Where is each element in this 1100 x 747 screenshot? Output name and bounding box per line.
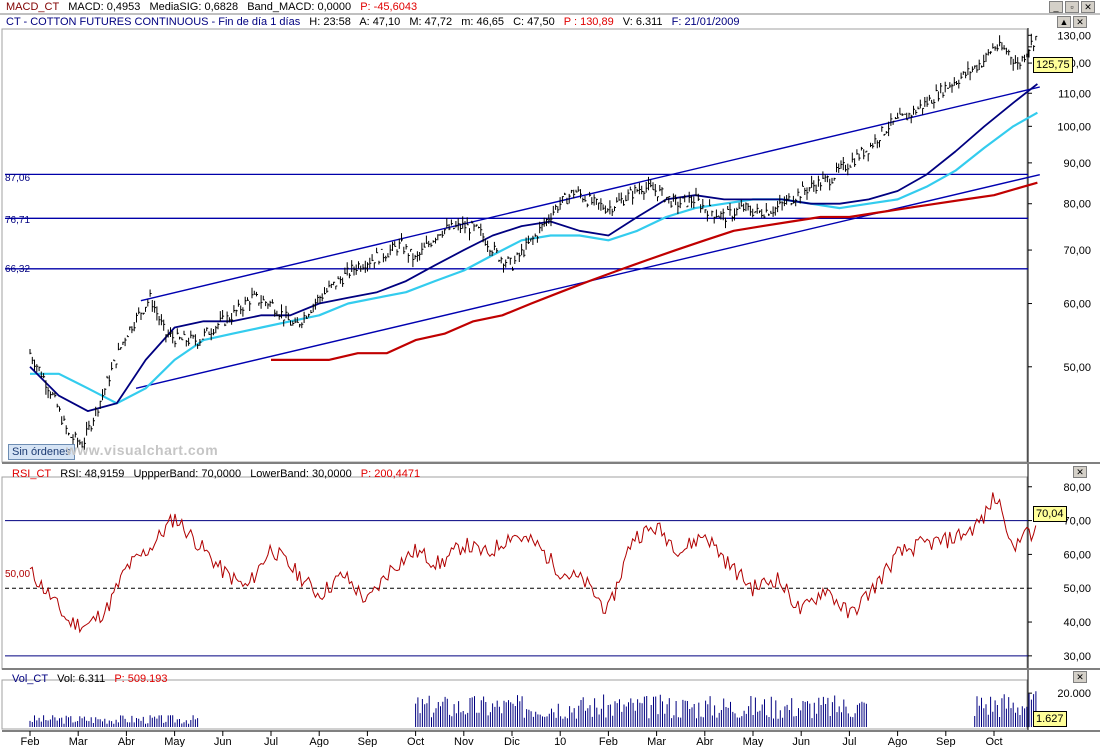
macd-header: MACD_CT MACD: 0,4953 MediaSIG: 0,6828 Ba… [6, 0, 423, 14]
price-p: P : 130,89 [563, 16, 614, 28]
watermark: www.visualchart.com [66, 442, 219, 458]
price-f: F: 21/01/2009 [671, 16, 740, 28]
x-tick-label-8: Oct [407, 736, 424, 747]
macd-window-controls: _ ▫ ✕ [1049, 1, 1095, 13]
rsi-header: RSI_CT RSI: 48,9159 UppperBand: 70,0000 … [12, 467, 426, 481]
vol-p: P: 509.193 [114, 673, 168, 685]
volume-bars [29, 691, 1037, 727]
level-label-2: 76,71 [5, 215, 31, 226]
rsi-y-label-4: 40,00 [1063, 617, 1091, 629]
price-min: m: 46,65 [461, 16, 505, 28]
rsi-value: RSI: 48,9159 [60, 468, 125, 480]
price-y-label-0: 130,00 [1057, 30, 1091, 42]
x-tick-label-2: Abr [118, 736, 135, 747]
price-bars [29, 33, 1038, 450]
x-tick-label-0: Feb [21, 736, 40, 747]
ma-red-line [271, 181, 1038, 361]
restore-button[interactable]: ▫ [1065, 1, 1079, 13]
vol-name: Vol_CT [12, 673, 49, 685]
rsi-y-label-1: 70,00 [1063, 516, 1091, 528]
rsi-p: P: 200,4471 [360, 468, 421, 480]
x-tick-label-6: Ago [309, 736, 329, 747]
price-maximize-button[interactable]: ▲ [1057, 16, 1071, 28]
price-window-controls: ▲ ✕ [1057, 16, 1087, 28]
x-tick-label-16: Jun [792, 736, 810, 747]
macd-name: MACD_CT [6, 1, 60, 13]
rsi-mid-label: 50,00 [5, 569, 31, 580]
channel-upper-line [140, 86, 1040, 302]
price-m: M: 47,72 [409, 16, 453, 28]
x-tick-label-10: Dic [504, 736, 520, 747]
x-tick-label-3: May [164, 736, 185, 747]
price-h: H: 23:58 [309, 16, 351, 28]
price-y-label-5: 80,00 [1063, 199, 1091, 211]
x-tick-label-11: 10 [554, 736, 566, 747]
price-y-label-6: 70,00 [1063, 245, 1091, 257]
macd-p: P: -45,6043 [360, 1, 418, 13]
x-tick-label-1: Mar [69, 736, 88, 747]
x-tick-label-18: Ago [888, 736, 908, 747]
price-close-button[interactable]: ✕ [1073, 16, 1087, 28]
rsi-upper: UppperBand: 70,0000 [133, 468, 242, 480]
rsi-y-label-5: 30,00 [1063, 651, 1091, 663]
price-symbol: CT - COTTON FUTURES CONTINUOUS - Fin de … [6, 16, 301, 28]
ma-dark-line [29, 83, 1038, 412]
pane-frame-2 [1, 679, 1028, 730]
vol-window-controls: ✕ [1073, 671, 1087, 683]
vol-header: Vol_CT Vol: 6.311 P: 509.193 [12, 672, 174, 686]
rsi-line [29, 492, 1037, 634]
x-tick-label-20: Oct [985, 736, 1002, 747]
x-tick-label-5: Jul [264, 736, 278, 747]
x-tick-label-7: Sep [358, 736, 378, 747]
level-label-3: 66,32 [5, 264, 31, 275]
price-y-label-4: 90,00 [1063, 158, 1091, 170]
price-c: C: 47,50 [513, 16, 555, 28]
orders-badge[interactable]: Sin órdenes [8, 444, 75, 460]
vol-y-label-0: 20.000 [1057, 688, 1091, 700]
macd-value: MACD: 0,4953 [68, 1, 141, 13]
ma-cyan-line [30, 111, 1038, 405]
rsi-last-tag: 70,04 [1033, 506, 1067, 522]
x-tick-label-15: May [743, 736, 764, 747]
close-button[interactable]: ✕ [1081, 1, 1095, 13]
vol-value: Vol: 6.311 [57, 673, 106, 685]
vol-close-button[interactable]: ✕ [1073, 671, 1087, 683]
rsi-close-button[interactable]: ✕ [1073, 466, 1087, 478]
price-v: V: 6.311 [622, 16, 663, 28]
price-header: CT - COTTON FUTURES CONTINUOUS - Fin de … [6, 15, 746, 29]
rsi-name: RSI_CT [12, 468, 52, 480]
macd-band: Band_MACD: 0,0000 [247, 1, 352, 13]
price-y-label-2: 110,00 [1058, 88, 1091, 100]
price-y-label-3: 100,00 [1057, 121, 1091, 133]
rsi-window-controls: ✕ [1073, 466, 1087, 478]
x-tick-label-17: Jul [842, 736, 856, 747]
x-tick-label-9: Nov [454, 736, 474, 747]
rsi-y-label-2: 60,00 [1063, 549, 1091, 561]
macd-signal: MediaSIG: 0,6828 [149, 1, 239, 13]
level-label-1: 87,06 [5, 173, 31, 184]
minimize-button[interactable]: _ [1049, 1, 1063, 13]
x-tick-label-12: Feb [599, 736, 618, 747]
x-tick-label-13: Mar [647, 736, 666, 747]
rsi-lower: LowerBand: 30,0000 [250, 468, 352, 480]
price-y-label-8: 50,00 [1063, 362, 1091, 374]
rsi-y-label-0: 80,00 [1063, 482, 1091, 494]
x-tick-label-19: Sep [936, 736, 956, 747]
x-tick-label-14: Abr [696, 736, 713, 747]
price-last-tag: 125,75 [1033, 57, 1073, 73]
rsi-y-label-3: 50,00 [1063, 583, 1091, 595]
price-a: A: 47,10 [359, 16, 401, 28]
x-tick-label-4: Jun [214, 736, 232, 747]
price-y-label-7: 60,00 [1063, 299, 1091, 311]
vol-last-tag: 1.627 [1033, 711, 1067, 727]
